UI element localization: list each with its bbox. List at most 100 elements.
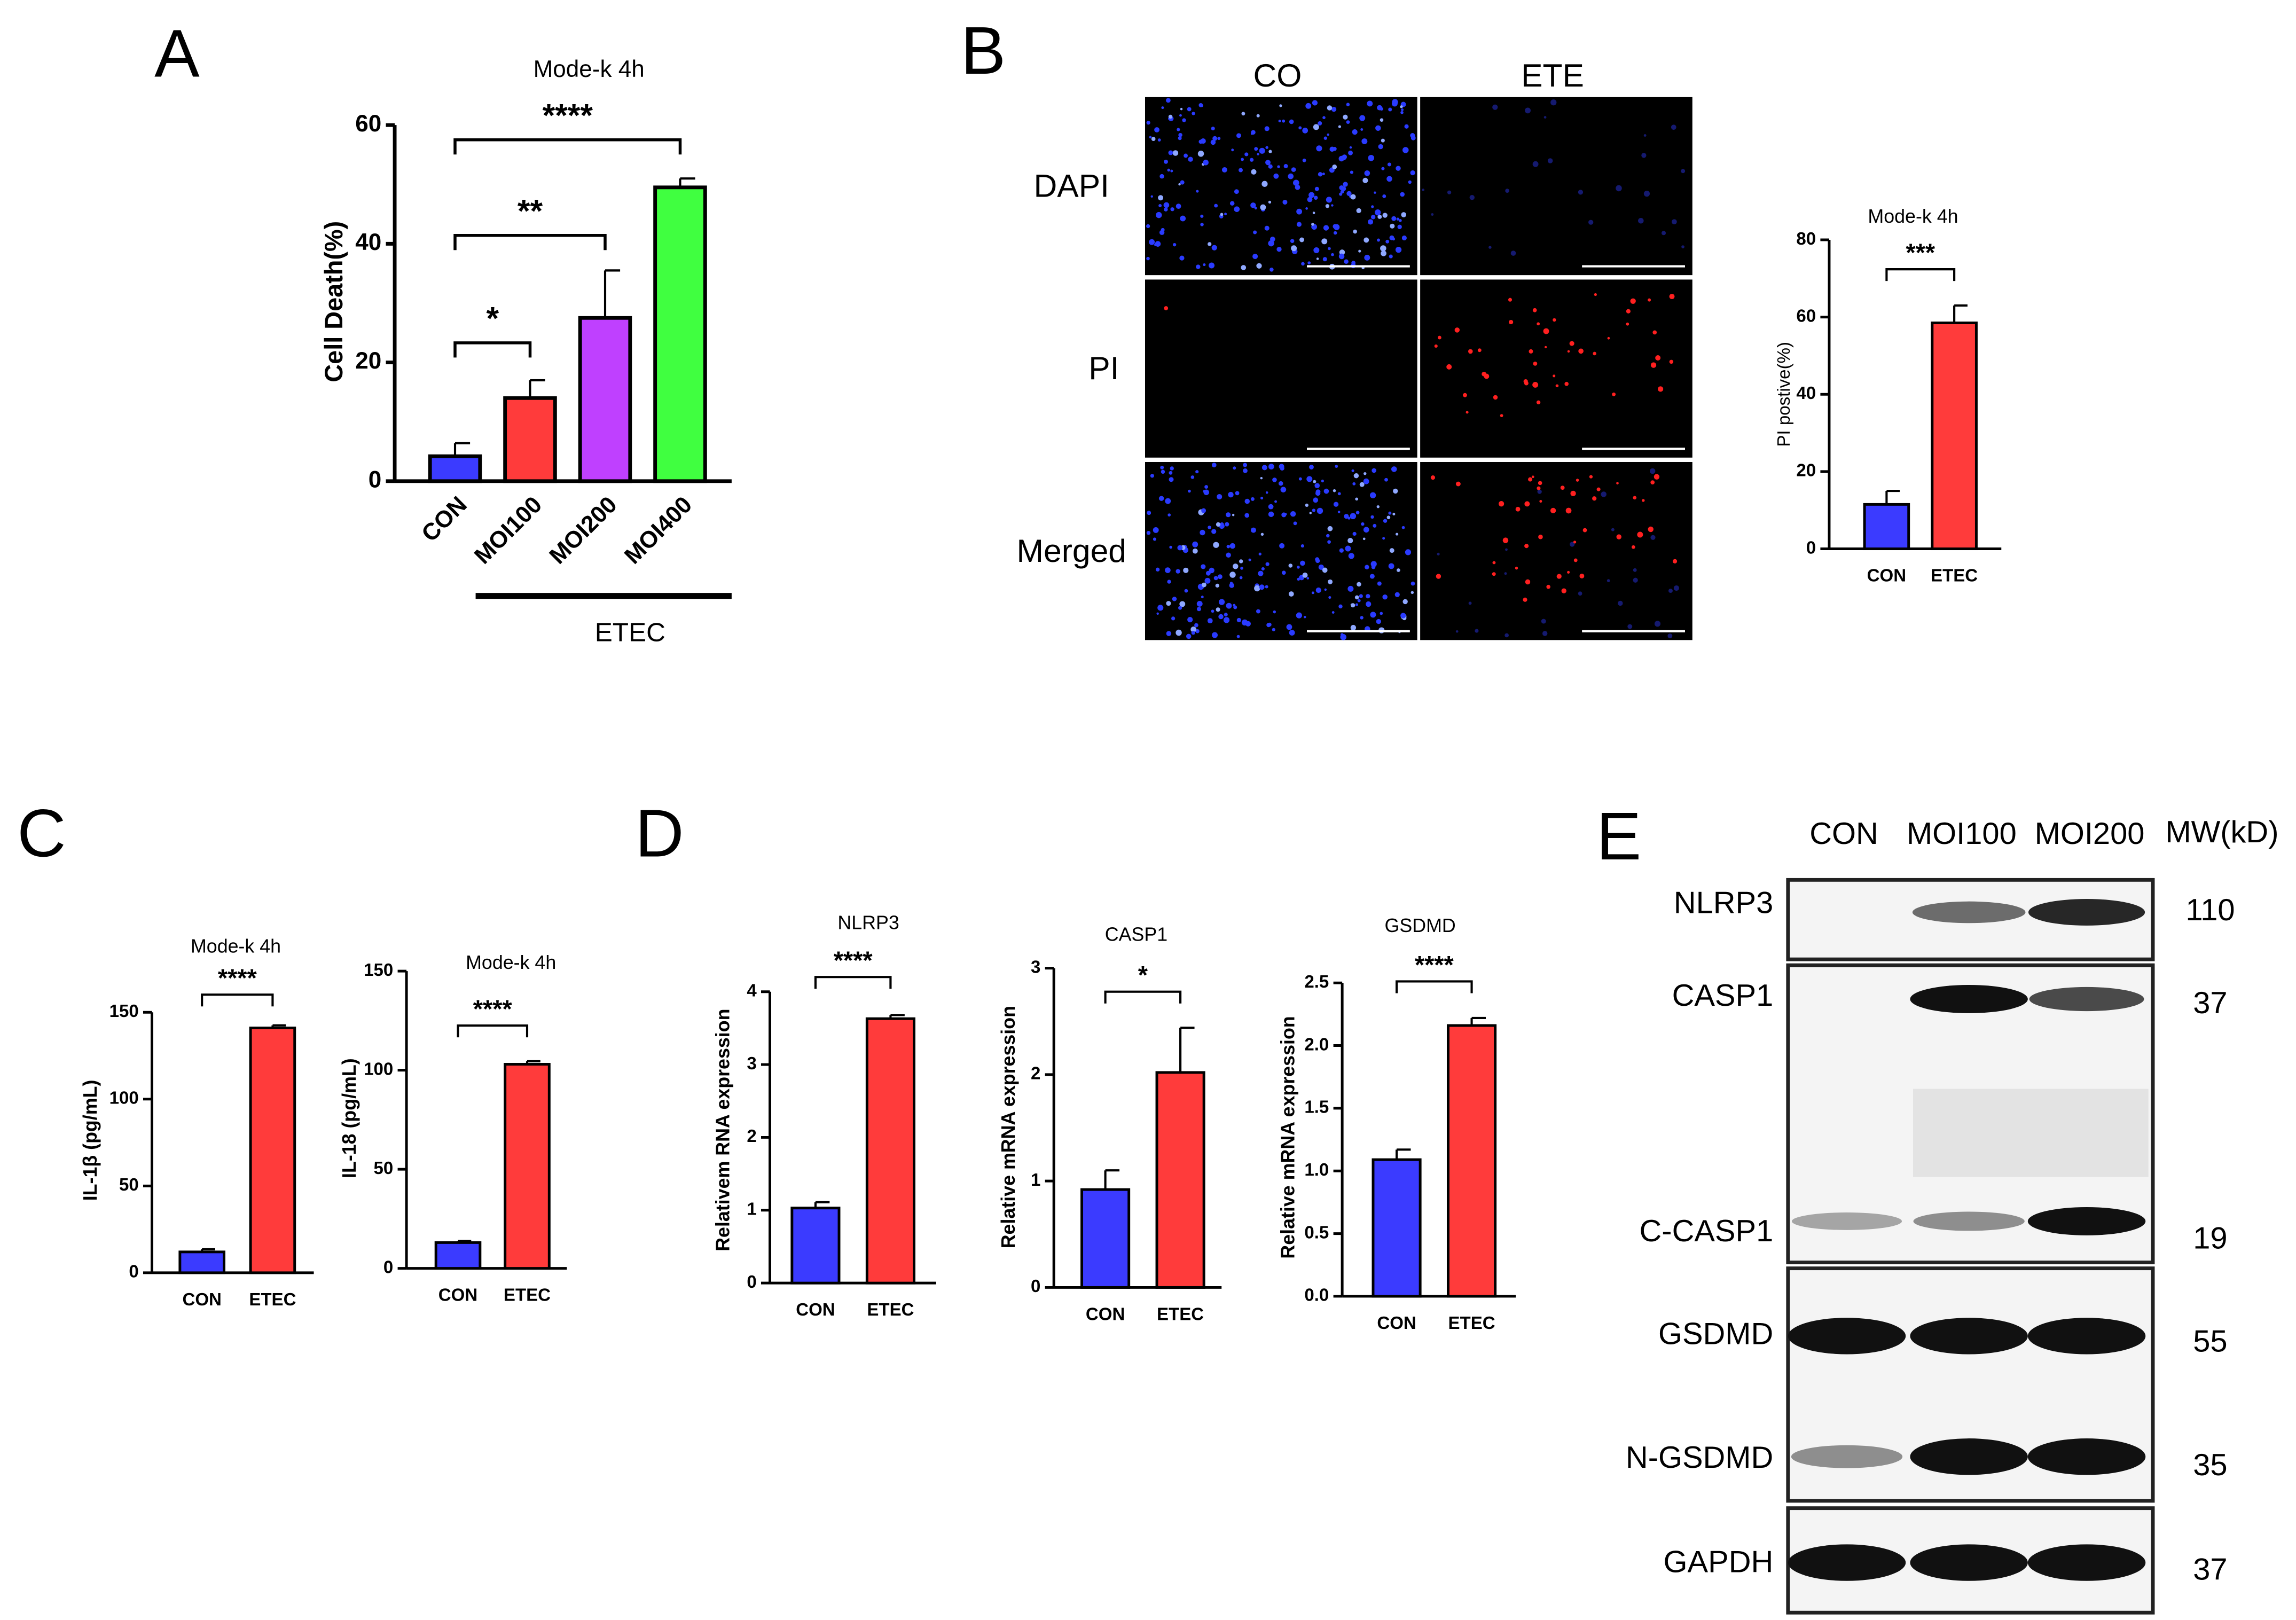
cell-dot [1312,212,1315,214]
cell-dot [1492,104,1498,110]
cell-dot [1564,381,1569,386]
cell-dot [1616,534,1621,539]
cell-dot [1313,124,1319,130]
cell-dot [1268,464,1274,469]
cell-dot [1505,189,1509,193]
cell-dot [1337,511,1341,513]
cell-dot [1226,602,1232,609]
group-label: ETEC [595,617,665,647]
x-tick-label: CON [1377,1313,1416,1333]
cell-dot [1394,592,1400,597]
cell-dot [1167,168,1171,172]
cell-dot [1400,613,1406,619]
cell-dot [1172,597,1177,601]
cell-dot [1176,569,1180,574]
cell-dot [1164,207,1168,212]
cell-dot [1352,129,1358,135]
cell-dot [1218,599,1225,605]
cell-dot [1531,475,1534,479]
cell-dot [1364,472,1367,475]
cell-dot [1351,469,1354,472]
cell-dot [1252,253,1258,260]
cell-dot [1314,483,1320,489]
cell-dot [1324,588,1327,591]
cell-dot [1498,501,1504,507]
significance-bracket [453,138,682,155]
cell-dot [1391,100,1398,107]
cell-dot [1652,330,1657,335]
cell-dot [1500,414,1503,417]
significance-label: **** [218,964,257,992]
cell-dot [1250,202,1256,208]
cell-dot [1533,362,1538,366]
cell-dot [1178,132,1182,137]
bar [504,1063,551,1270]
significance-bracket [453,341,532,358]
y-axis-label: IL-18 (pg/mL) [339,1058,360,1178]
cell-dot [1236,635,1240,638]
x-tick-label: ETEC [249,1290,296,1310]
cell-dot [1626,309,1631,314]
y-tick-label: 60 [1796,306,1816,326]
cell-dot [1364,254,1370,261]
cell-dot [1654,621,1661,627]
cell-dot [1543,328,1549,334]
y-tick-label: 50 [374,1159,394,1178]
cell-dot [1197,151,1204,157]
cell-dot [1146,530,1151,535]
cell-dot [1259,147,1265,154]
cell-dot [1355,511,1360,515]
cell-dot [1333,489,1336,492]
cell-dot [1399,219,1402,222]
cell-dot [1322,173,1325,176]
cell-dot [1146,256,1150,261]
cell-dot [1225,522,1229,527]
cell-dot [1466,411,1469,414]
cell-dot [1167,513,1171,517]
cell-dot [1366,594,1370,599]
cell-dot [1187,107,1192,112]
cell-dot [1224,213,1227,216]
cell-dot [1195,470,1199,474]
cell-dot [1668,589,1673,593]
cell-dot [1389,548,1394,553]
blot-band-label: NLRP3 [1674,886,1773,920]
cell-dot [1226,512,1231,518]
cell-dot [1170,466,1174,471]
cell-dot [1331,253,1334,256]
cell-dot [1352,531,1357,536]
cell-dot [1373,523,1377,528]
micrograph [1420,461,1692,640]
cell-dot [1523,597,1527,602]
cell-dot [1177,545,1183,551]
cell-dot [1234,206,1240,212]
cell-dot [1322,116,1326,120]
cell-dot [1361,522,1365,526]
cell-dot [1350,194,1356,200]
cell-dot [1681,245,1684,249]
cell-dot [1186,633,1192,639]
cell-dot [1565,507,1572,514]
cell-dot [1157,605,1164,611]
cell-dot [1192,112,1195,115]
cell-dot [1168,150,1173,155]
cell-dot [1382,194,1385,198]
cell-dot [1541,619,1546,624]
significance-bracket [1885,268,1956,281]
cell-dot [1484,373,1490,379]
cell-dot [1350,603,1353,606]
y-tick-label: 60 [355,111,381,137]
cell-dot [1376,505,1380,508]
cell-dot [1204,485,1209,489]
cell-dot [1306,577,1310,580]
cell-dot [1378,144,1383,150]
cell-dot [1213,542,1219,548]
cell-dot [1313,195,1318,200]
cell-dot [1279,104,1282,107]
cell-dot [1323,488,1329,494]
cell-dot [1561,588,1566,593]
cell-dot [1292,513,1296,516]
cell-dot [1539,500,1542,503]
cell-dot [1578,591,1582,596]
cell-dot [1492,561,1496,565]
